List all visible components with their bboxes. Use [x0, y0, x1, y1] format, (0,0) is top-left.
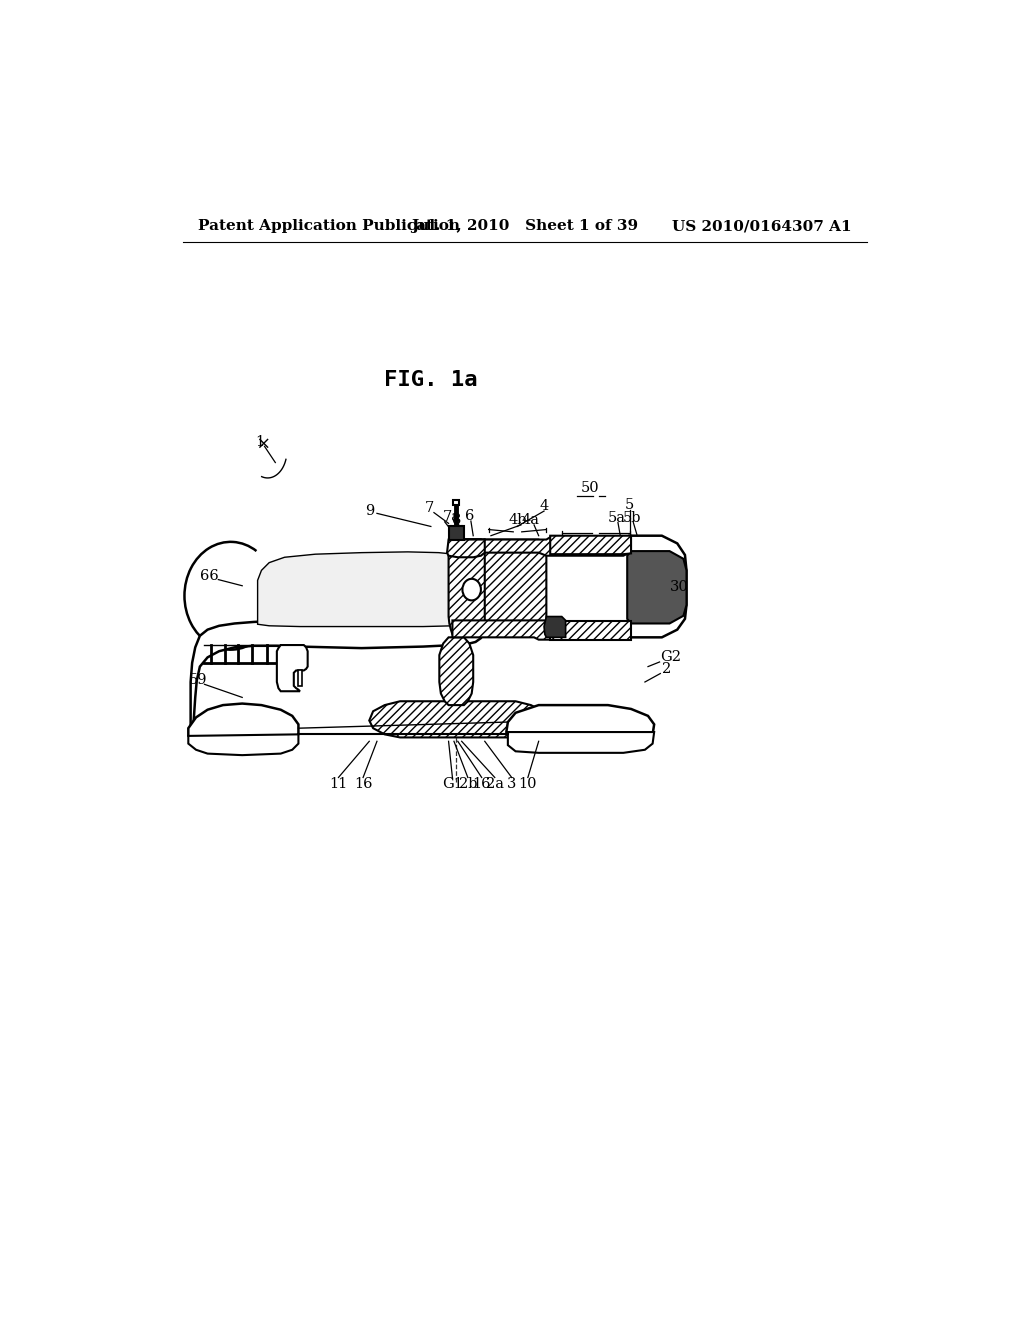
- Text: G2: G2: [660, 651, 681, 664]
- Text: 2b: 2b: [459, 776, 477, 791]
- Text: 50: 50: [581, 480, 600, 495]
- Text: 16: 16: [472, 776, 490, 791]
- Text: 30: 30: [670, 581, 688, 594]
- Polygon shape: [550, 536, 631, 554]
- Text: 66: 66: [201, 569, 219, 582]
- Text: Patent Application Publication: Patent Application Publication: [199, 219, 461, 234]
- Text: 2: 2: [662, 661, 671, 676]
- Polygon shape: [453, 537, 630, 556]
- Text: 8: 8: [452, 512, 461, 527]
- Text: 1: 1: [255, 434, 264, 449]
- Polygon shape: [188, 734, 298, 755]
- Polygon shape: [447, 540, 484, 557]
- Polygon shape: [508, 733, 654, 752]
- Text: 5a: 5a: [607, 511, 626, 525]
- Text: 4b: 4b: [509, 513, 527, 527]
- Polygon shape: [258, 552, 477, 627]
- Text: 9: 9: [365, 504, 374, 517]
- Text: Jul. 1, 2010   Sheet 1 of 39: Jul. 1, 2010 Sheet 1 of 39: [412, 219, 638, 234]
- Text: G1: G1: [442, 776, 463, 791]
- Text: US 2010/0164307 A1: US 2010/0164307 A1: [672, 219, 851, 234]
- Polygon shape: [506, 705, 654, 750]
- Text: 3: 3: [507, 776, 516, 791]
- Text: 7a: 7a: [442, 511, 461, 524]
- Text: 16: 16: [354, 776, 373, 791]
- Polygon shape: [628, 552, 686, 623]
- Text: 4a: 4a: [522, 513, 540, 527]
- Polygon shape: [630, 536, 686, 638]
- Polygon shape: [544, 616, 565, 638]
- Text: 5: 5: [625, 498, 634, 512]
- Text: 7: 7: [425, 502, 434, 515]
- Text: 5b: 5b: [623, 511, 641, 525]
- Polygon shape: [188, 704, 298, 751]
- Text: 59: 59: [189, 673, 208, 686]
- Text: 10: 10: [518, 776, 538, 791]
- Text: FIG. 1a: FIG. 1a: [384, 370, 477, 391]
- Polygon shape: [449, 540, 493, 635]
- Bar: [298, 671, 302, 686]
- Bar: [449, 527, 464, 540]
- Polygon shape: [190, 540, 484, 742]
- Polygon shape: [484, 540, 547, 635]
- Text: 6: 6: [465, 510, 474, 524]
- Ellipse shape: [463, 578, 481, 601]
- Polygon shape: [550, 622, 631, 640]
- Text: 2a: 2a: [485, 776, 504, 791]
- Text: 11: 11: [330, 776, 347, 791]
- Text: 4: 4: [540, 499, 549, 513]
- Bar: [454, 500, 460, 504]
- Polygon shape: [439, 638, 473, 705]
- Polygon shape: [276, 645, 307, 692]
- Polygon shape: [370, 701, 547, 738]
- Polygon shape: [453, 620, 630, 640]
